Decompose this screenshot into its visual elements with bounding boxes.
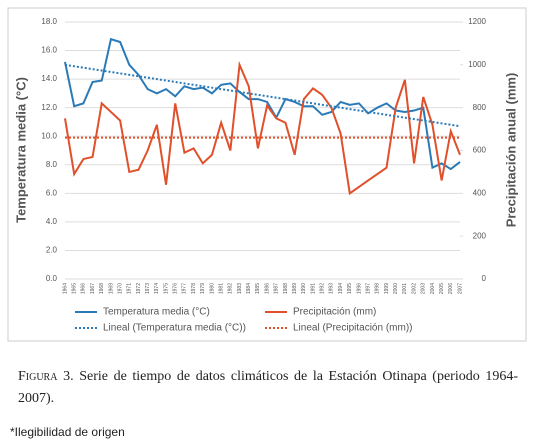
legend-label: Precipitación (mm) — [293, 307, 376, 318]
x-tick-label: 1998 — [375, 283, 381, 294]
y-tick-label: 2.0 — [46, 246, 58, 255]
legend-label: Lineal (Temperatura media (°C)) — [103, 323, 246, 334]
y2-axis-title: Precipitación anual (mm) — [503, 73, 518, 228]
y2-tick-label: 200 — [473, 231, 487, 240]
x-tick-label: 2007 — [457, 283, 463, 294]
x-tick-label: 2000 — [393, 283, 399, 294]
legend-label: Temperatura media (°C) — [103, 307, 210, 318]
y2-tick-label: 0 — [482, 274, 487, 283]
x-tick-label: 1986 — [264, 283, 270, 294]
x-tick-label: 1992 — [320, 283, 326, 294]
x-tick-label: 1985 — [255, 283, 261, 294]
x-tick-label: 1983 — [237, 283, 243, 294]
x-tick-label: 1980 — [209, 283, 215, 294]
x-tick-label: 1978 — [191, 283, 197, 294]
y2-tick-label: 800 — [473, 103, 487, 112]
y-tick-label: 0.0 — [46, 274, 58, 283]
series-line — [64, 60, 461, 196]
y-tick-label: 16.0 — [41, 46, 57, 55]
x-tick-label: 1994 — [338, 283, 344, 294]
x-tick-label: 1996 — [356, 283, 362, 294]
x-tick-label: 1981 — [218, 283, 224, 294]
x-tick-label: 1964 — [62, 283, 68, 294]
footnote: *Ilegibilidad de origen — [10, 425, 125, 439]
x-tick-label: 2004 — [430, 283, 436, 294]
y2-tick-label: 600 — [473, 146, 487, 155]
x-tick-label: 1969 — [108, 283, 114, 294]
y2-tick-label: 1200 — [468, 17, 486, 26]
series-line — [64, 37, 461, 171]
y-tick-label: 8.0 — [46, 160, 58, 169]
x-tick-label: 1973 — [145, 283, 151, 294]
x-tick-label: 1988 — [283, 283, 289, 294]
y-tick-label: 12.0 — [41, 103, 57, 112]
x-tick-label: 1999 — [384, 283, 390, 294]
x-tick-label: 1997 — [365, 283, 371, 294]
x-tick-label: 2006 — [448, 283, 454, 294]
x-tick-label: 1977 — [182, 283, 188, 294]
caption-text: 3. Serie de tiempo de datos climáticos d… — [18, 369, 519, 406]
x-tick-label: 1993 — [329, 283, 335, 294]
x-tick-label: 1982 — [228, 283, 234, 294]
x-tick-label: 2002 — [411, 283, 417, 294]
legend-label: Lineal (Precipitación (mm)) — [293, 323, 412, 334]
x-tick-label: 1976 — [173, 283, 179, 294]
x-tick-label: 2005 — [439, 283, 445, 294]
x-tick-label: 2003 — [421, 283, 427, 294]
y-tick-label: 18.0 — [41, 17, 57, 26]
caption: Figura 3. Serie de tiempo de datos climá… — [18, 366, 518, 410]
x-tick-label: 1987 — [274, 283, 280, 294]
x-tick-label: 1966 — [81, 283, 87, 294]
y-axis-title: Temperatura media (°C) — [13, 77, 28, 223]
y-tick-label: 14.0 — [41, 74, 57, 83]
x-tick-label: 1965 — [72, 283, 78, 294]
x-tick-label: 1970 — [117, 283, 123, 294]
y-tick-label: 6.0 — [46, 188, 58, 197]
y-tick-label: 4.0 — [46, 217, 58, 226]
x-tick-label: 1990 — [301, 283, 307, 294]
x-tick-label: 1975 — [163, 283, 169, 294]
x-tick-label: 1995 — [347, 283, 353, 294]
x-tick-label: 1989 — [292, 283, 298, 294]
x-tick-label: 1967 — [90, 283, 96, 294]
chart: Temperatura media (°C) Precipitación anu… — [7, 7, 527, 342]
x-tick-label: 1971 — [127, 283, 133, 294]
y2-tick-label: 1000 — [468, 60, 486, 69]
caption-label: Figura — [18, 369, 58, 384]
x-tick-label: 1972 — [136, 283, 142, 294]
x-tick-label: 2001 — [402, 283, 408, 294]
x-tick-label: 1991 — [310, 283, 316, 294]
y-tick-label: 10.0 — [41, 131, 57, 140]
x-tick-label: 1974 — [154, 283, 160, 294]
trend-line — [64, 63, 461, 128]
y2-tick-label: 400 — [473, 188, 487, 197]
x-tick-label: 1979 — [200, 283, 206, 294]
x-tick-label: 1968 — [99, 283, 105, 294]
x-tick-label: 1984 — [246, 283, 252, 294]
